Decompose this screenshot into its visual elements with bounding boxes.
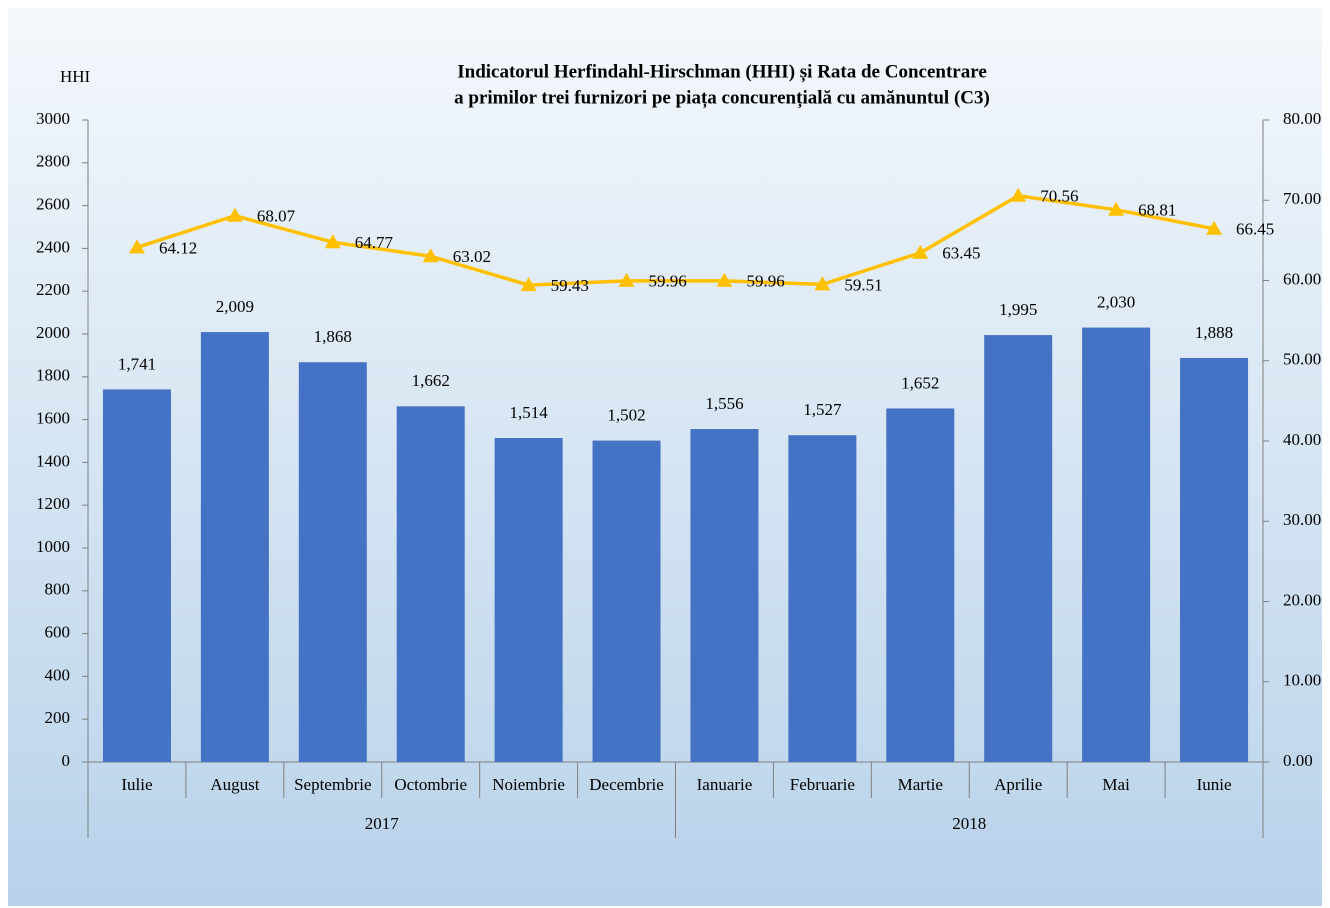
y-tick-label: 400	[45, 665, 71, 684]
line-marker	[520, 277, 537, 292]
bar	[396, 406, 465, 762]
line-value-label: 59.51	[844, 275, 882, 294]
bar	[1180, 357, 1249, 762]
bar	[200, 332, 269, 762]
bar-value-label: 1,868	[314, 327, 352, 346]
y-tick-label: 1000	[36, 537, 70, 556]
y2-tick-label: 50.00	[1283, 350, 1321, 369]
y-tick-label: 1600	[36, 409, 70, 428]
bar	[690, 429, 759, 762]
line-marker	[128, 239, 145, 254]
line-value-label: 68.81	[1138, 201, 1176, 220]
bar-value-label: 2,009	[216, 297, 254, 316]
line-marker	[324, 234, 341, 249]
line-marker	[618, 272, 635, 287]
x-tick-label: Ianuarie	[697, 775, 753, 794]
x-tick-label: Iulie	[121, 775, 152, 794]
bar	[788, 435, 857, 762]
y2-tick-label: 20.00	[1283, 590, 1321, 609]
x-tick-label: Aprilie	[994, 775, 1042, 794]
y-tick-label: 200	[45, 708, 71, 727]
y2-tick-label: 10.00	[1283, 671, 1321, 690]
x-tick-label: Iunie	[1197, 775, 1232, 794]
bar-value-label: 1,888	[1195, 323, 1233, 342]
x-tick-label: Mai	[1102, 775, 1130, 794]
bar-value-label: 1,741	[118, 354, 156, 373]
y-tick-label: 2600	[36, 195, 70, 214]
y-tick-label: 1200	[36, 494, 70, 513]
line-value-label: 59.96	[746, 272, 784, 291]
chart-subtitle: a primilor trei furnizori pe piața concu…	[454, 87, 990, 108]
bar-value-label: 1,556	[705, 394, 743, 413]
line-marker	[1206, 220, 1223, 235]
bar	[592, 440, 661, 762]
y-tick-label: 2400	[36, 237, 70, 256]
bar	[1082, 327, 1151, 762]
line-marker	[716, 272, 733, 287]
y2-tick-label: 0.00	[1283, 751, 1313, 770]
y2-tick-label: 60.00	[1283, 269, 1321, 288]
x-tick-label: Septembrie	[294, 775, 371, 794]
bar	[298, 362, 367, 762]
y2-tick-label: 80.00	[1283, 109, 1321, 128]
x-tick-label: Noiembrie	[492, 775, 565, 794]
y-tick-label: 0	[62, 751, 71, 770]
bar-value-label: 1,514	[510, 403, 549, 422]
x-tick-label: Martie	[898, 775, 943, 794]
line-marker	[1010, 187, 1027, 202]
line-value-label: 59.96	[649, 272, 687, 291]
line-value-label: 59.43	[551, 276, 589, 295]
y-tick-label: 3000	[36, 109, 70, 128]
line-marker	[422, 248, 439, 263]
y-tick-label: 2800	[36, 152, 70, 171]
line-value-label: 63.45	[942, 244, 980, 263]
chart-title: Indicatorul Herfindahl-Hirschman (HHI) ș…	[457, 61, 987, 82]
x-tick-label: Decembrie	[589, 775, 664, 794]
bar	[494, 438, 563, 762]
line-marker	[1108, 201, 1125, 216]
line-value-label: 68.07	[257, 207, 296, 226]
group-label: 2018	[952, 814, 986, 833]
group-label: 2017	[365, 814, 400, 833]
bar-value-label: 1,995	[999, 300, 1037, 319]
y-tick-label: 600	[45, 623, 71, 642]
y2-tick-label: 40.00	[1283, 430, 1321, 449]
y2-tick-label: 30.00	[1283, 510, 1321, 529]
y-tick-label: 1800	[36, 366, 70, 385]
line-value-label: 64.77	[355, 233, 394, 252]
bar-value-label: 1,527	[803, 400, 842, 419]
line	[136, 194, 1215, 287]
y-tick-label: 1400	[36, 451, 70, 470]
bar	[886, 408, 955, 762]
y2-tick-label: 70.00	[1283, 189, 1321, 208]
y-axis-label: HHI	[60, 67, 91, 86]
bar	[984, 335, 1053, 762]
y-tick-label: 2000	[36, 323, 70, 342]
line-value-label: 66.45	[1236, 220, 1274, 239]
x-tick-label: Februarie	[790, 775, 855, 794]
bar-value-label: 1,652	[901, 373, 939, 392]
x-tick-label: Octombrie	[394, 775, 467, 794]
line-value-label: 64.12	[159, 238, 197, 257]
line-marker	[226, 207, 243, 222]
y-tick-label: 800	[45, 580, 71, 599]
bar-value-label: 1,662	[412, 371, 450, 390]
bar-value-label: 1,502	[607, 405, 645, 424]
bar-value-label: 2,030	[1097, 292, 1135, 311]
line-marker	[814, 276, 831, 291]
y-tick-label: 2200	[36, 280, 70, 299]
x-tick-label: August	[210, 775, 259, 794]
line-value-label: 70.56	[1040, 187, 1078, 206]
line-marker	[912, 244, 929, 259]
line-value-label: 63.02	[453, 247, 491, 266]
bar	[102, 389, 171, 762]
